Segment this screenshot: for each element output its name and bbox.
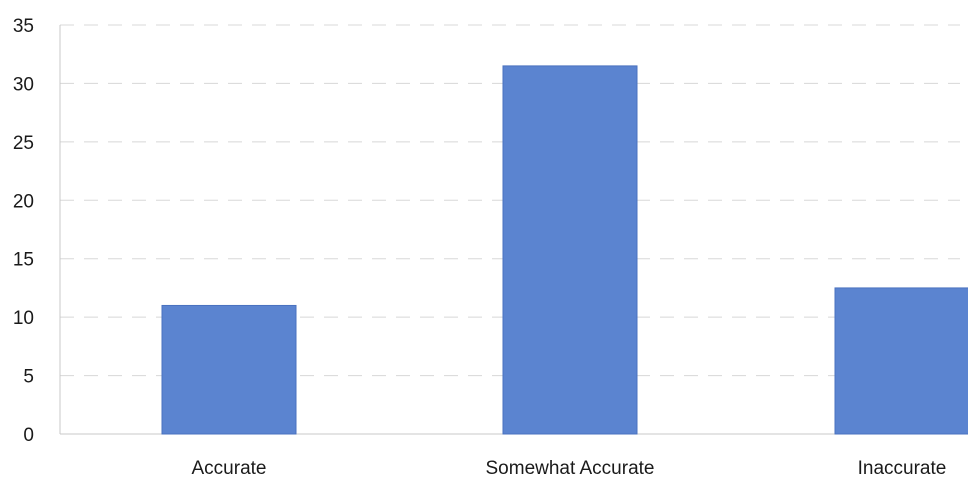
x-category-label: Inaccurate	[858, 458, 947, 479]
x-category-label: Somewhat Accurate	[486, 458, 655, 479]
y-tick-label: 5	[23, 367, 34, 388]
y-tick-label: 10	[13, 308, 34, 329]
y-tick-label: 30	[13, 74, 34, 95]
y-tick-label: 15	[13, 250, 34, 271]
y-tick-label: 35	[13, 16, 34, 37]
y-tick-label: 0	[23, 425, 34, 446]
bar	[502, 65, 638, 435]
x-category-labels: Accurate Somewhat Accurate Inaccurate	[192, 458, 947, 479]
bars	[161, 65, 968, 435]
x-category-label: Accurate	[192, 458, 267, 479]
bar	[161, 304, 297, 435]
y-tick-label: 20	[13, 191, 34, 212]
bar	[834, 287, 968, 435]
y-tick-labels: 0 5 10 15 20 25 30 35	[13, 16, 34, 446]
y-tick-label: 25	[13, 133, 34, 154]
